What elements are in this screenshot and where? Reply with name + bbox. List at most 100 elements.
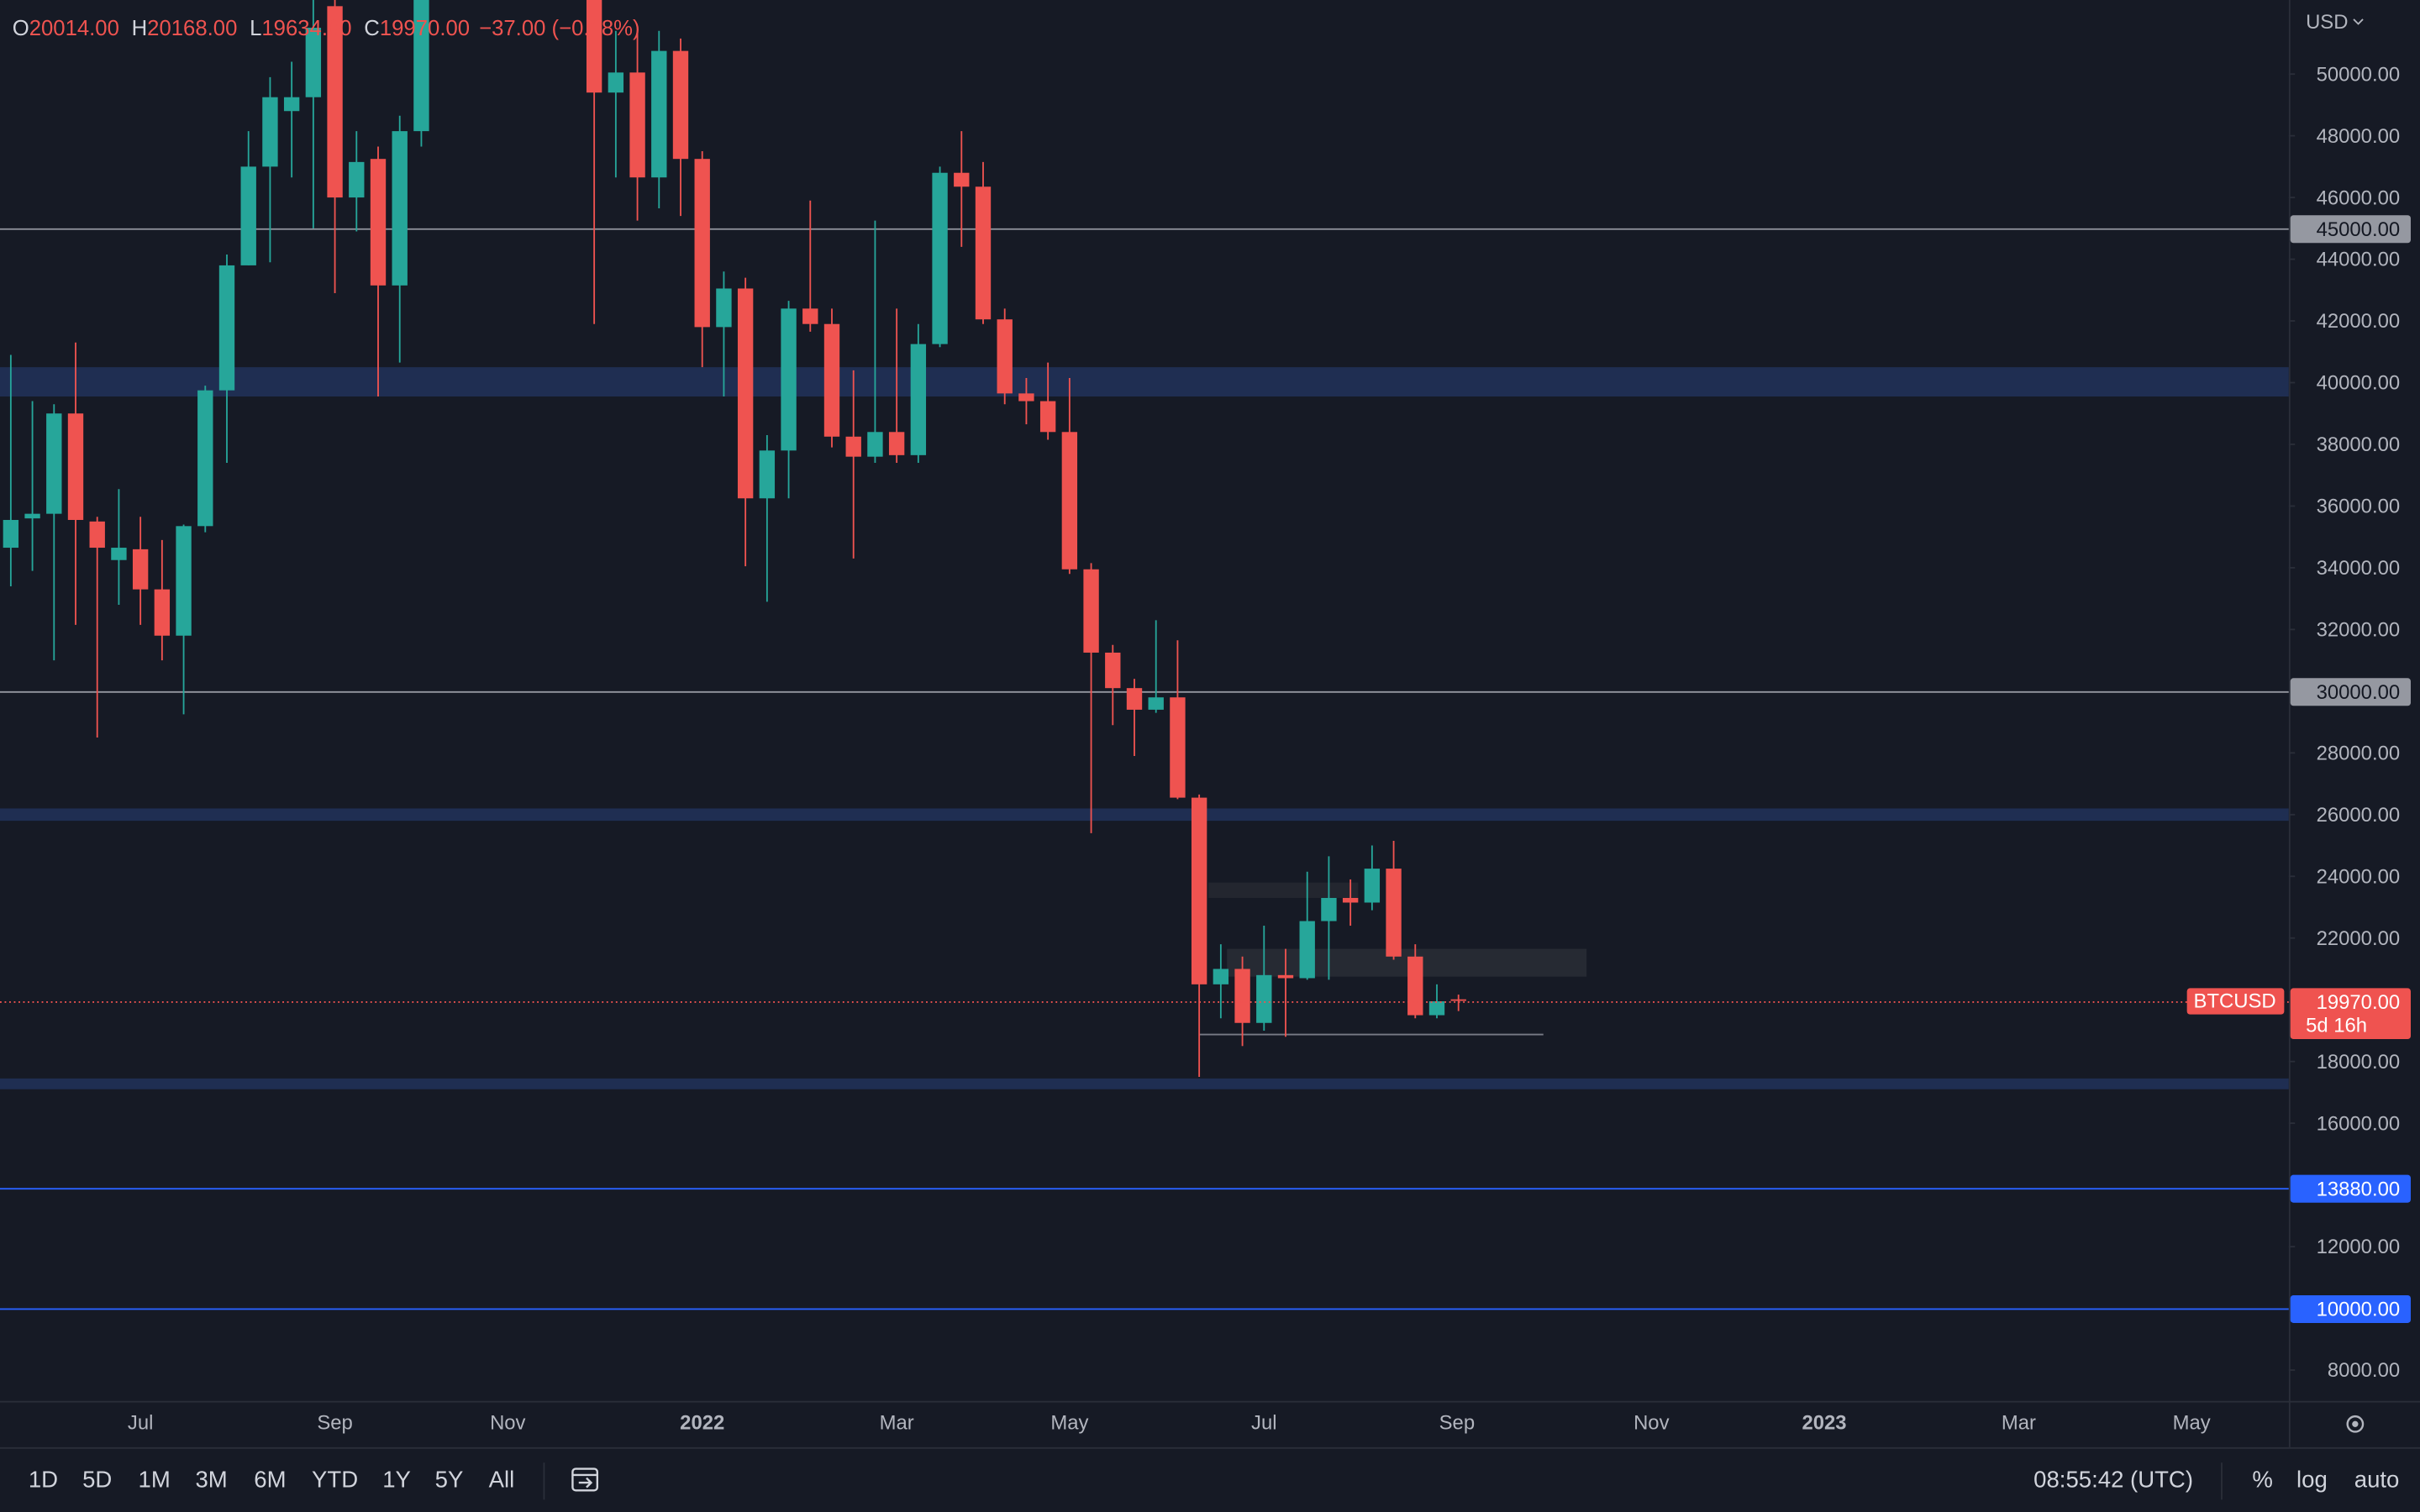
last-price-label: 19970.00 <box>2317 991 2401 1014</box>
candle-body <box>1299 921 1315 979</box>
timeframe-button[interactable]: 1Y <box>382 1467 411 1493</box>
timeframe-button[interactable]: 3M <box>195 1467 227 1493</box>
candle-body <box>1126 688 1143 710</box>
x-tick-label: 2022 <box>680 1412 724 1435</box>
timeframe-button[interactable]: All <box>489 1467 515 1493</box>
timeframe-button[interactable]: 5D <box>82 1467 112 1493</box>
y-tick-label: 32000.00 <box>2317 619 2401 642</box>
candle-body <box>349 161 365 198</box>
candle-body <box>305 28 322 97</box>
level-label: 10000.00 <box>2317 1299 2401 1321</box>
x-tick-label: May <box>2173 1412 2211 1435</box>
timeframe-button[interactable]: 1D <box>29 1467 58 1493</box>
legend-value: 19634.00 <box>261 17 351 40</box>
candle-body <box>694 159 710 328</box>
level-label: 13880.00 <box>2317 1178 2401 1200</box>
date-range-icon[interactable] <box>571 1467 599 1492</box>
candle-body <box>629 72 645 178</box>
candle-body <box>46 413 62 514</box>
timeframe-button[interactable]: 5Y <box>435 1467 464 1493</box>
gear <box>2346 1415 2365 1433</box>
level-tag <box>2290 1294 2411 1323</box>
zone <box>1208 882 1359 898</box>
y-tick-label: 48000.00 <box>2317 125 2401 148</box>
legend-key: C <box>364 17 380 40</box>
scale-option[interactable]: log <box>2296 1467 2328 1493</box>
level-tag <box>2290 215 2411 244</box>
candle-body <box>1450 999 1466 1001</box>
x-tick-label: Sep <box>317 1412 352 1435</box>
gear-center <box>2352 1420 2359 1427</box>
legend-key: O <box>13 17 29 40</box>
scale-option[interactable]: % <box>2252 1467 2273 1493</box>
candle-body <box>240 166 256 265</box>
candle-body <box>737 288 754 499</box>
candle-body <box>1256 974 1272 1023</box>
x-tick-label: Nov <box>1634 1412 1669 1435</box>
candle-body <box>370 159 387 286</box>
candle-body <box>1083 569 1099 653</box>
y-tick-label: 16000.00 <box>2317 1112 2401 1135</box>
axes: 45000.00 30000.00 13880.00 10000.00 50000.00… <box>128 63 2411 1435</box>
candle-body <box>1386 869 1402 957</box>
candle-body <box>197 390 213 527</box>
legend-value: 20168.00 <box>147 17 237 40</box>
x-tick-label: Jul <box>128 1412 154 1435</box>
candle-body <box>867 432 883 457</box>
settings-icon[interactable] <box>2346 1415 2365 1433</box>
x-tick-label: May <box>1050 1412 1088 1435</box>
candle-body <box>1039 401 1056 433</box>
y-tick-label: 50000.00 <box>2317 63 2401 86</box>
candle-body <box>1234 969 1250 1023</box>
y-tick-label: 24000.00 <box>2317 865 2401 888</box>
candle-body <box>608 72 624 93</box>
timeframe-button[interactable]: 1M <box>139 1467 171 1493</box>
candle-body <box>1018 393 1034 402</box>
candle-body <box>154 589 171 636</box>
x-tick-label: Mar <box>880 1412 914 1435</box>
candle-body <box>716 288 732 328</box>
zone <box>0 367 2289 397</box>
plot-area <box>0 0 2289 1310</box>
x-tick-label: 2023 <box>1802 1412 1846 1435</box>
currency[interactable]: USD <box>2306 11 2348 34</box>
candle-body <box>3 519 19 549</box>
candle-body <box>910 344 927 455</box>
candle-body <box>1191 797 1207 984</box>
y-tick-label: 8000.00 <box>2328 1359 2400 1382</box>
x-tick-label: Mar <box>2002 1412 2036 1435</box>
candle-body <box>823 323 840 437</box>
y-tick-label: 22000.00 <box>2317 927 2401 950</box>
candle-body <box>1428 1001 1445 1016</box>
candle-body <box>1061 432 1078 570</box>
candle-body <box>802 308 818 324</box>
level-label: 30000.00 <box>2317 681 2401 704</box>
candle-body <box>759 450 776 499</box>
candle-body <box>975 186 992 320</box>
candle-body <box>586 0 602 93</box>
y-tick-label: 40000.00 <box>2317 372 2401 395</box>
toolbar: 1D 5D 1M 3M 6M YTD 1Y 5Y All 08:55:42 (UTC)% log au… <box>29 1467 2400 1493</box>
legend-value: 20014.00 <box>29 17 119 40</box>
y-tick-label: 12000.00 <box>2317 1236 2401 1258</box>
candle-body <box>392 131 408 286</box>
scale-option[interactable]: auto <box>2354 1467 2400 1493</box>
candle-body <box>997 319 1013 394</box>
clock: 08:55:42 (UTC) <box>2033 1467 2193 1493</box>
timeframe-button[interactable]: YTD <box>312 1467 358 1493</box>
symbol-label: BTCUSD <box>2194 990 2276 1012</box>
legend-value: 19970.00 <box>380 17 470 40</box>
legend-change: −37.00 (−0.18%) <box>479 17 639 40</box>
zone <box>1227 948 1587 977</box>
candle-body <box>67 413 84 520</box>
candle-body <box>1105 652 1121 689</box>
candle-body <box>1213 969 1229 984</box>
candle-body <box>1364 869 1381 903</box>
y-tick-label: 26000.00 <box>2317 804 2401 827</box>
candle-body <box>1170 697 1186 798</box>
timeframe-button[interactable]: 6M <box>254 1467 286 1493</box>
y-tick-label: 38000.00 <box>2317 433 2401 456</box>
x-tick-label: Sep <box>1439 1412 1475 1435</box>
